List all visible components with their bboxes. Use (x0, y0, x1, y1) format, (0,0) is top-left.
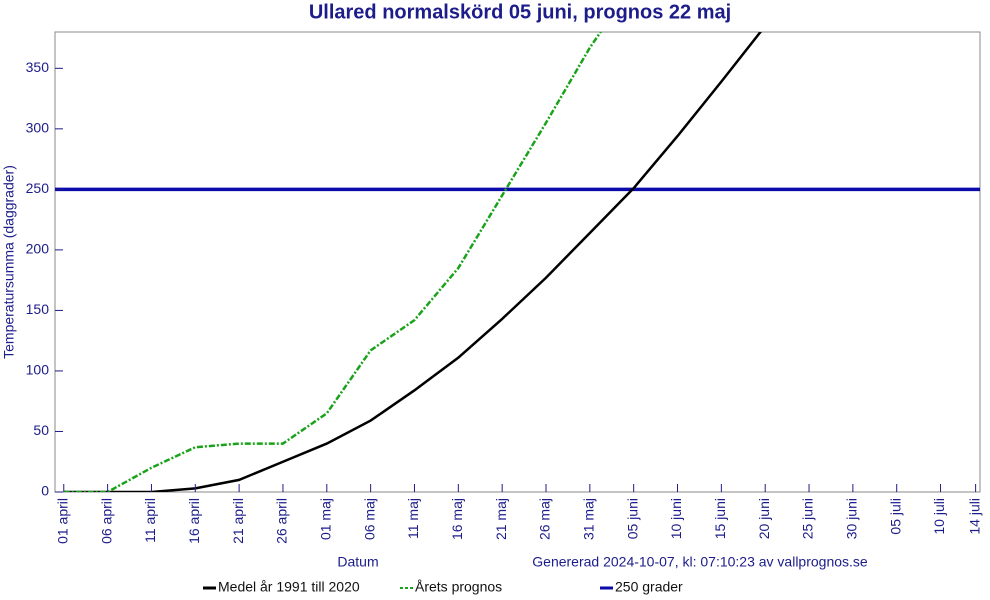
y-tick-label: 350 (26, 59, 50, 75)
legend-label: Medel år 1991 till 2020 (218, 579, 360, 595)
y-tick-label: 150 (26, 301, 50, 317)
x-axis-label: Datum (337, 554, 378, 570)
x-tick-label: 06 maj (361, 498, 377, 540)
x-tick-label: 21 maj (493, 498, 509, 540)
legend-label: 250 grader (615, 579, 683, 595)
x-tick-label: 20 juni (756, 498, 772, 539)
x-tick-label: 11 maj (405, 498, 421, 539)
plot-area (55, 32, 980, 492)
x-tick-label: 05 juli (887, 498, 903, 535)
x-tick-label: 15 juni (712, 498, 728, 539)
annotation: Genererad 2024-10-07, kl: 07:10:23 av va… (532, 554, 868, 570)
x-tick-label: 31 maj (581, 498, 597, 540)
y-axis-label: Temperatursumma (daggrader) (1, 165, 17, 359)
x-tick-label: 25 juni (800, 498, 816, 539)
x-tick-label: 16 april (186, 498, 202, 544)
plot-frame (54, 31, 981, 493)
y-tick-label: 300 (26, 120, 50, 136)
y-tick-label: 0 (41, 483, 49, 499)
series-line (63, 32, 603, 492)
series-line (63, 32, 763, 492)
x-tick-label: 26 maj (537, 498, 553, 540)
chart-title: Ullared normalskörd 05 juni, prognos 22 … (309, 1, 731, 23)
legend-label: Årets prognos (415, 579, 502, 595)
y-tick-label: 250 (26, 180, 50, 196)
x-tick-label: 11 april (142, 498, 158, 543)
x-tick-label: 14 juli (966, 498, 982, 535)
x-tick-label: 06 april (98, 498, 114, 544)
x-tick-label: 30 juni (844, 498, 860, 539)
y-tick-label: 100 (26, 362, 50, 378)
x-tick-label: 10 juli (931, 498, 947, 535)
x-tick-label: 01 april (54, 498, 70, 544)
x-tick-label: 26 april (274, 498, 290, 544)
y-tick-label: 50 (33, 422, 49, 438)
x-tick-label: 16 maj (449, 498, 465, 540)
x-tick-label: 01 maj (318, 498, 334, 540)
x-tick-label: 21 april (230, 498, 246, 544)
x-tick-label: 05 juni (624, 498, 640, 539)
y-tick-label: 200 (26, 241, 50, 257)
x-tick-label: 10 juni (668, 498, 684, 539)
